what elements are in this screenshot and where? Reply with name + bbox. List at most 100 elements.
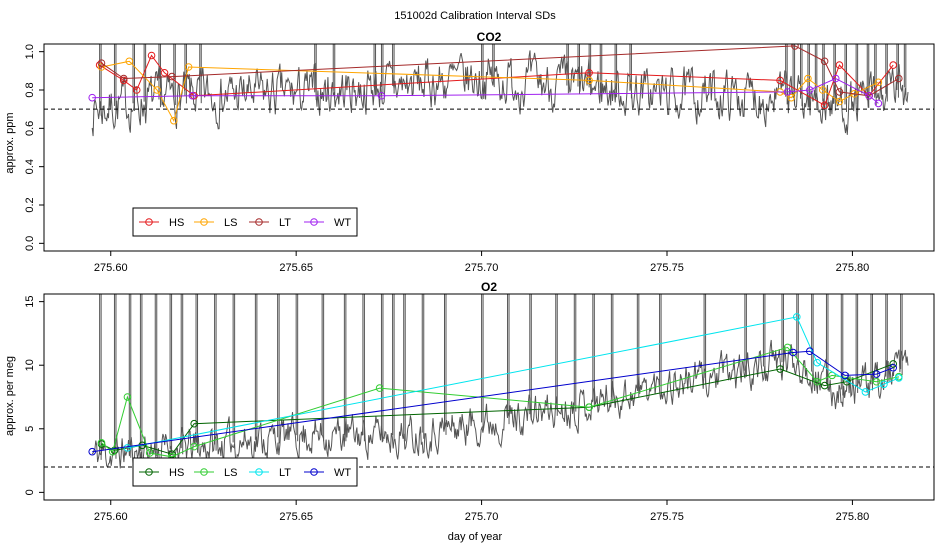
x-axis-label: day of year [448, 531, 503, 543]
o2-x-tick-label: 275.80 [836, 511, 870, 523]
o2-y-tick-label: 5 [24, 426, 36, 432]
co2-series-wt-point [88, 93, 97, 102]
o2-legend: HS LS LT WT [132, 457, 358, 487]
co2-series-hs-point [132, 86, 141, 94]
co2-series-hs-point [835, 61, 844, 69]
co2-legend-wt-marker [310, 218, 318, 226]
o2-x-tick-label: 275.70 [465, 511, 499, 523]
co2-y-tick-label: 0.8 [24, 82, 36, 97]
o2-series-ls-point [783, 343, 792, 352]
o2-series-wt-point [841, 371, 849, 380]
o2-series-lt-point [861, 388, 870, 396]
o2-y-tick-label: 0 [24, 489, 36, 495]
o2-series-wt-point [889, 363, 898, 372]
o2-legend-ls-label: LS [224, 467, 237, 479]
o2-series-wt-point [88, 447, 97, 456]
co2-plot-area [44, 44, 934, 137]
co2-legend-wt-label: WT [334, 217, 351, 229]
co2-x-tick-label: 275.70 [465, 262, 499, 274]
co2-series-wt-line [92, 77, 879, 104]
co2-series-hs-point [160, 68, 169, 77]
o2-legend-ls-marker [200, 468, 208, 476]
o2-series-lt-point [792, 313, 801, 321]
co2-x-tick-label: 275.75 [650, 262, 684, 274]
o2-series-ls-line [101, 346, 899, 458]
o2-series-hs-point [776, 365, 784, 373]
o2-series-lt-point [123, 444, 132, 452]
co2-legend-ls-marker [200, 218, 208, 226]
co2-series-ls-point [804, 74, 812, 83]
co2-legend-lt-marker [255, 218, 263, 226]
o2-series-ls-point [190, 442, 198, 451]
co2-measurement-trace [91, 50, 909, 137]
o2-plot-area [44, 294, 934, 471]
o2-legend-wt-marker [310, 468, 318, 476]
o2-series-lt-point [880, 380, 888, 389]
o2-x-tick-label: 275.75 [650, 511, 684, 523]
co2-series-hs-point [147, 51, 156, 60]
co2-series-hs-point [585, 68, 593, 77]
o2-legend-lt-marker [255, 468, 263, 476]
co2-series-wt-point [831, 74, 840, 83]
co2-series-wt-point [865, 91, 873, 100]
co2-series-ls-point [874, 78, 883, 87]
co2-series-ls-point [835, 97, 844, 106]
figure-suptitle: 151002d Calibration Interval SDs [394, 10, 556, 22]
o2-series-ls-point [145, 449, 154, 457]
o2-series-hs-line [101, 363, 894, 455]
co2-series-lt-point [119, 74, 128, 83]
o2-series-lt-point [894, 374, 903, 382]
o2-plot-frame [43, 293, 935, 501]
o2-legend-hs-label: HS [169, 467, 184, 479]
o2-title: O2 [481, 280, 497, 294]
o2-series-ls-point [585, 403, 593, 411]
o2-legend-lt-label: LT [279, 467, 291, 479]
o2-series-wt-point [789, 348, 797, 357]
o2-series-ls-point [97, 438, 106, 447]
co2-series-lt-point [820, 57, 829, 66]
co2-y-tick-label: 1.0 [24, 44, 36, 59]
o2-x-tick-label: 275.60 [94, 511, 128, 523]
co2-series-hs-point [95, 61, 104, 69]
co2-x-tick-label: 275.80 [836, 262, 870, 274]
co2-series-wt-point [805, 86, 814, 94]
o2-y-tick-label: 10 [24, 359, 36, 371]
co2-series-ls-point [818, 86, 827, 94]
co2-y-axis-label: approx. ppm [4, 112, 16, 173]
co2-title: CO2 [477, 30, 502, 44]
co2-series-ls-point [585, 76, 593, 85]
co2-y-tick-label: 0.6 [24, 121, 36, 136]
co2-y-tick-label: 0.0 [24, 236, 36, 251]
co2-series-ls-point [184, 63, 193, 71]
co2-series-ls-point [169, 116, 178, 125]
o2-series-ls-point [123, 393, 132, 401]
o2-y-axis-label: approx. per meg [4, 356, 16, 436]
o2-series-ls-point [813, 377, 821, 386]
co2-series-lt-point [835, 88, 844, 96]
co2-series-lt-point [97, 59, 106, 67]
co2-series-hs-line [99, 54, 894, 107]
o2-series-hs-point [190, 419, 198, 428]
co2-series-hs-point [889, 61, 898, 69]
co2-x-tick-label: 275.60 [94, 262, 128, 274]
co2-series-wt-point [188, 91, 197, 100]
o2-series-lt-point [813, 358, 821, 367]
co2-panel: CO2 approx. ppm 0.0 0.2 0.4 0.6 0.8 1.0 275.60… [4, 30, 935, 274]
o2-legend-wt-label: WT [334, 467, 351, 479]
o2-series-hs-point [820, 381, 829, 390]
o2-legend-box [132, 457, 358, 487]
o2-legend-hs-marker [145, 468, 153, 476]
co2-series-wt-point [377, 91, 386, 100]
o2-series-wt-point [805, 347, 814, 356]
co2-series-hs-point [820, 101, 829, 110]
o2-series-ls-point [375, 384, 384, 392]
co2-y-tick-label: 0.2 [24, 197, 36, 212]
co2-legend-lt-label: LT [279, 217, 291, 229]
o2-series-hs-point [889, 360, 898, 368]
co2-legend-ls-label: LS [224, 217, 237, 229]
o2-panel: O2 approx. per meg 0 5 10 15 275.60 275.65 275… [4, 280, 935, 523]
co2-series-hs-point [119, 76, 128, 85]
o2-series-lt-line [127, 316, 899, 449]
co2-legend-hs-label: HS [169, 217, 184, 229]
